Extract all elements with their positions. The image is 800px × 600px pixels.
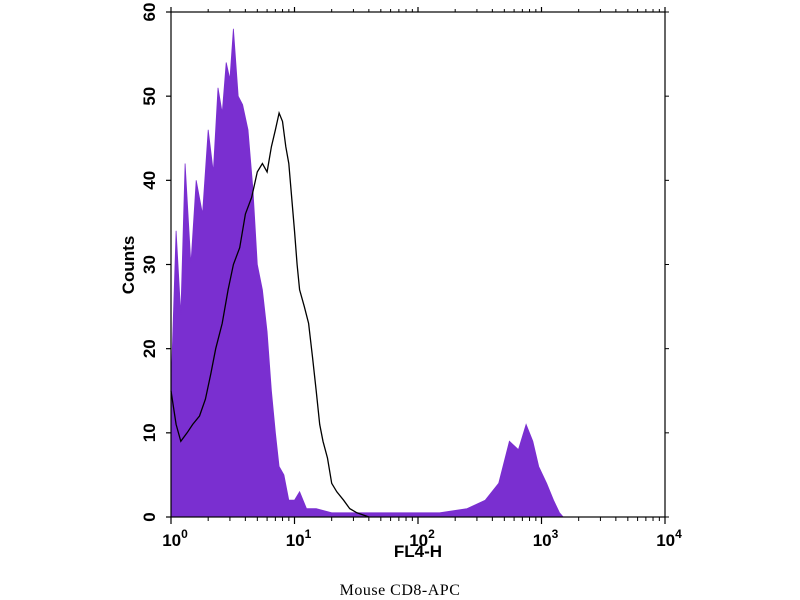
plot-area: [170, 28, 565, 518]
y-tick-label: 20: [140, 339, 159, 358]
y-tick-label: 40: [140, 171, 159, 190]
histogram-series-outline: [170, 110, 370, 518]
x-tick-label: 104: [656, 527, 682, 550]
x-tick-label: 100: [162, 527, 188, 550]
y-tick-label: 0: [140, 512, 159, 521]
histogram-series-filled: [170, 28, 565, 518]
y-tick-label: 50: [140, 87, 159, 106]
x-tick-label: 103: [533, 527, 559, 550]
y-tick-label: 10: [140, 423, 159, 442]
y-tick-label: 60: [140, 3, 159, 22]
x-axis-label: FL4-H: [394, 542, 442, 561]
figure-caption: Mouse CD8-APC: [339, 582, 461, 599]
y-axis-label: Counts: [119, 236, 138, 295]
x-tick-label: 101: [286, 527, 312, 550]
y-tick-label: 30: [140, 255, 159, 274]
